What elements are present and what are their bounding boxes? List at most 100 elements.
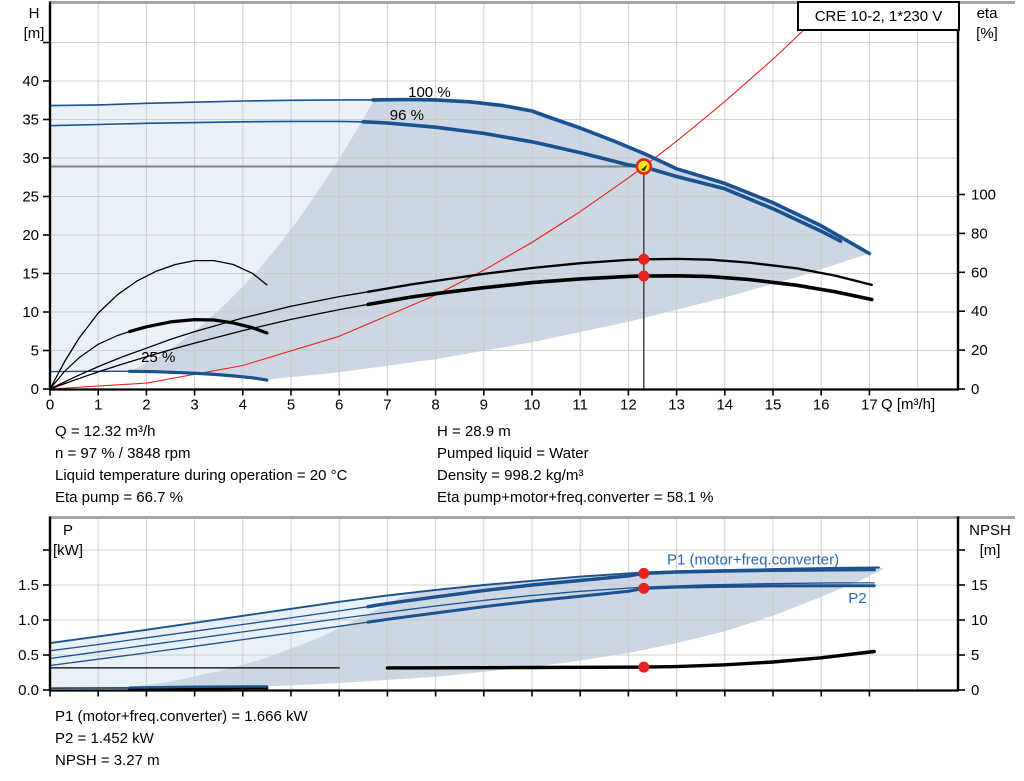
eta-total-duty-dot bbox=[638, 270, 650, 282]
tick-label: 5 bbox=[287, 397, 295, 414]
info-line-speed: n = 97 % / 3848 rpm bbox=[55, 445, 191, 462]
tick-label: 30 bbox=[22, 150, 39, 167]
p2-100-curve bbox=[49, 582, 875, 660]
eta-total-curve bbox=[49, 303, 369, 390]
tick-label: 13 bbox=[668, 397, 685, 414]
info-line-eta-pump: Eta pump = 66.7 % bbox=[55, 489, 183, 506]
power-npsh-chart-regions bbox=[50, 567, 884, 688]
p-curve-25-thick bbox=[128, 685, 269, 689]
eta-axis-label: eta [%] bbox=[976, 5, 998, 42]
tick-label: 40 bbox=[971, 303, 988, 320]
p1-curve bbox=[49, 606, 369, 652]
power-npsh-chart-svg: 0.0 0.5 1.0 1.5 0 5 10 15 P1 (motor+freq.convert… bbox=[18, 516, 1015, 699]
axis-ticks bbox=[43, 41, 965, 396]
tick-label: 5 bbox=[971, 647, 979, 664]
operating-envelope-dark bbox=[131, 567, 884, 687]
duty-info-left: Q = 12.32 m³/h n = 97 % / 3848 rpm Liqui… bbox=[55, 421, 347, 509]
tick-label: 40 bbox=[22, 73, 39, 90]
pump-model-box: CRE 10-2, 1*230 V bbox=[797, 1, 960, 31]
p2-duty-dot bbox=[638, 582, 650, 594]
power-info-block: P1 (motor+freq.converter) = 1.666 kW P2 … bbox=[55, 706, 308, 772]
tick-label: 1 bbox=[94, 397, 102, 414]
tick-label: 35 bbox=[22, 112, 39, 129]
curve-label: 100 % bbox=[408, 84, 451, 101]
p2-curve-thick bbox=[366, 584, 876, 624]
info-line-p1: P1 (motor+freq.converter) = 1.666 kW bbox=[55, 708, 308, 725]
gridlines bbox=[50, 2, 958, 390]
tick-label: 8 bbox=[431, 397, 439, 414]
curve-label: P2 bbox=[848, 590, 866, 607]
npsh-axis-label: NPSH [m] bbox=[969, 522, 1011, 559]
tick-label: 9 bbox=[480, 397, 488, 414]
tick-label: 25 bbox=[22, 189, 39, 206]
tick-label: 1.0 bbox=[18, 612, 39, 629]
info-line-liquid: Pumped liquid = Water bbox=[437, 445, 589, 462]
tick-label: 3 bbox=[190, 397, 198, 414]
eta-pump-curve-25 bbox=[49, 259, 268, 390]
tick-label: 15 bbox=[22, 266, 39, 283]
tick-label: 0.5 bbox=[18, 647, 39, 664]
speed-curve-96-thick bbox=[361, 120, 843, 243]
eta-pump-duty-dot bbox=[638, 253, 650, 265]
eta-total-curve-25 bbox=[49, 331, 131, 390]
tick-label: 11 bbox=[572, 397, 588, 414]
tick-label: 0 bbox=[46, 397, 54, 414]
p1-duty-dot bbox=[638, 567, 650, 579]
info-line-q: Q = 12.32 m³/h bbox=[55, 423, 156, 440]
tick-label: 100 bbox=[971, 187, 996, 204]
speed-curve-100 bbox=[49, 99, 374, 107]
p2-curve bbox=[49, 621, 369, 667]
speed-curve-25-thick bbox=[127, 369, 269, 382]
axis-ticks bbox=[43, 549, 965, 697]
tick-label: 4 bbox=[239, 397, 247, 414]
info-line-p2: P2 = 1.452 kW bbox=[55, 730, 154, 747]
pump-model-label: CRE 10-2, 1*230 V bbox=[814, 7, 943, 25]
eta-pump-curve-thick bbox=[366, 257, 873, 293]
curve-label: 96 % bbox=[390, 107, 424, 124]
tick-label: 10 bbox=[971, 612, 988, 629]
info-line-temperature: Liquid temperature during operation = 20… bbox=[55, 467, 348, 484]
qh-eta-chart-regions bbox=[50, 99, 870, 380]
tick-label: 0 bbox=[31, 381, 39, 398]
tick-label: 20 bbox=[22, 227, 39, 244]
info-line-npsh: NPSH = 3.27 m bbox=[55, 752, 160, 769]
p-axis-label: P [kW] bbox=[53, 522, 83, 559]
tick-label: 1.5 bbox=[18, 577, 39, 594]
eta-pump-curve bbox=[49, 291, 369, 390]
tick-label: 17 bbox=[861, 397, 878, 414]
duty-markers bbox=[635, 158, 653, 282]
duty-markers bbox=[638, 567, 650, 673]
chart-frame bbox=[48, 516, 1015, 692]
info-line-eta-total: Eta pump+motor+freq.converter = 58.1 % bbox=[437, 489, 714, 506]
npsh-curve-thick bbox=[385, 649, 876, 670]
tick-label: 2 bbox=[142, 397, 150, 414]
curve-label: 25 % bbox=[141, 349, 175, 366]
q-axis-label: Q [m³/h] bbox=[881, 396, 936, 413]
duty-point-arrow-icon bbox=[640, 164, 648, 171]
tick-label: 14 bbox=[716, 397, 733, 414]
info-line-h: H = 28.9 m bbox=[437, 423, 511, 440]
h-axis-label: H [m] bbox=[23, 5, 45, 42]
tick-label: 12 bbox=[620, 397, 637, 414]
eta-total-curve-25-thick bbox=[127, 318, 269, 335]
tick-label: 16 bbox=[813, 397, 830, 414]
eta-total-curve-thick bbox=[366, 274, 874, 307]
duty-info-right: H = 28.9 m Pumped liquid = Water Density… bbox=[437, 421, 713, 509]
tick-label: 0 bbox=[971, 682, 979, 699]
tick-label: 0 bbox=[971, 381, 979, 398]
tick-label: 15 bbox=[971, 577, 988, 594]
tick-label: 80 bbox=[971, 225, 988, 242]
tick-label: 10 bbox=[524, 397, 541, 414]
tick-label: 6 bbox=[335, 397, 343, 414]
tick-label: 0.0 bbox=[18, 682, 39, 699]
operating-envelope-dark bbox=[131, 99, 870, 380]
speed-curve-100-thick bbox=[371, 97, 872, 256]
info-line-density: Density = 998.2 kg/m³ bbox=[437, 467, 584, 484]
tick-label: 7 bbox=[383, 397, 391, 414]
tick-label: 60 bbox=[971, 264, 988, 281]
curve-label: P1 (motor+freq.converter) bbox=[667, 552, 839, 569]
p1-curve-thick bbox=[366, 567, 876, 609]
duty-point-marker bbox=[635, 158, 653, 175]
